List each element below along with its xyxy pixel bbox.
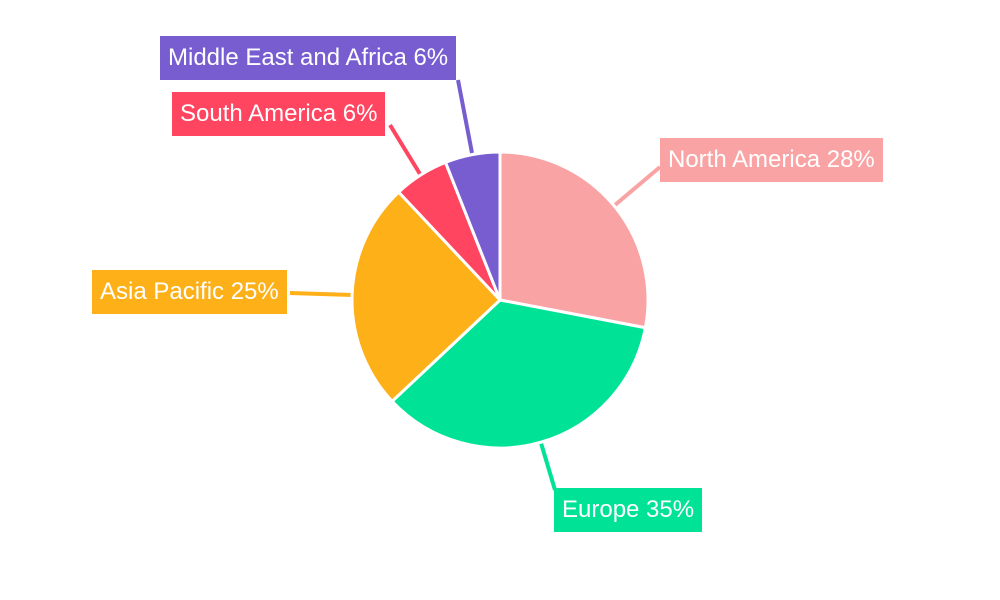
data-label-europe: Europe 35% <box>554 488 703 532</box>
leader-line-north-america <box>613 165 662 207</box>
pie-slice-north-america[interactable] <box>498 150 650 330</box>
data-label-south-america: South America 6% <box>172 92 386 136</box>
leader-line-asia-pacific <box>289 291 353 297</box>
data-label-middle-east-and-africa: Middle East and Africa 6% <box>160 36 457 80</box>
leader-line-south-america <box>388 123 422 176</box>
pie-slice-asia-pacific[interactable] <box>350 190 502 403</box>
pie-slice-europe[interactable] <box>390 298 647 450</box>
data-label-north-america: North America 28% <box>660 138 883 182</box>
leader-line-europe <box>539 442 557 491</box>
leader-line-middle-east-and-africa <box>456 79 474 154</box>
pie-slice-middle-east-and-africa[interactable] <box>444 150 502 302</box>
data-label-asia-pacific: Asia Pacific 25% <box>92 270 287 314</box>
